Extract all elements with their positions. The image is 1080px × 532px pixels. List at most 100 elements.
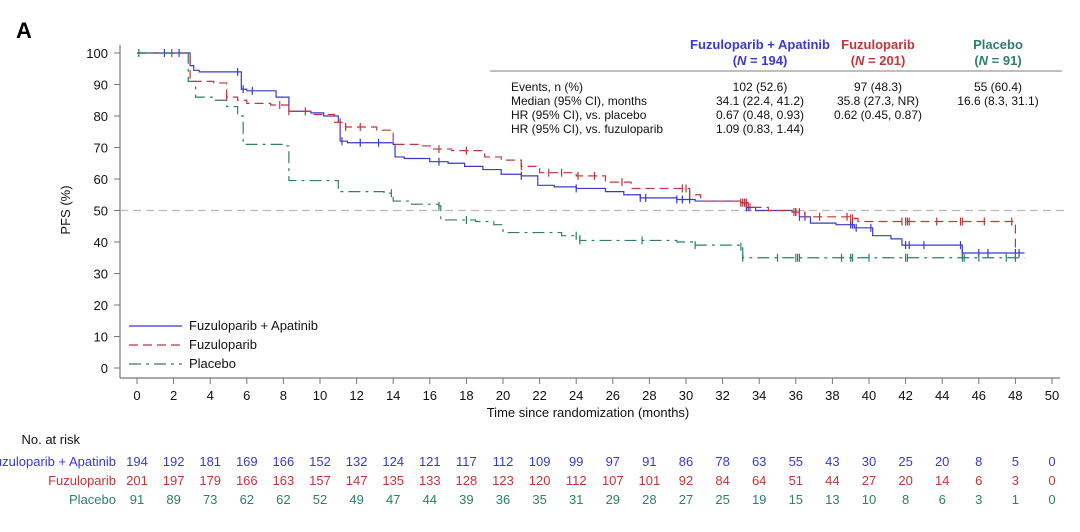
stats-cell: 102 (52.6) (733, 80, 788, 94)
x-ticks: 0 2 4 6 8 10 12 14 16 18 20 22 24 26 28 30 32 34 36 38 40 42 4… (133, 378, 1059, 403)
risk-count: 112 (493, 454, 514, 469)
risk-count: 121 (419, 454, 441, 469)
risk-count: 0 (1048, 454, 1055, 469)
y-ticks: 0 10 20 30 40 50 60 70 80 90 100 (86, 46, 120, 376)
stats-row-label: Events, n (%) (511, 80, 583, 94)
x-tick-label: 38 (825, 388, 839, 403)
risk-count: 181 (199, 454, 221, 469)
x-tick-label: 12 (349, 388, 363, 403)
stats-n-label: (N = 194) (733, 53, 788, 68)
x-tick-label: 24 (569, 388, 583, 403)
risk-row-label: Fuzuloparib + Apatinib (0, 454, 116, 469)
risk-count: 97 (606, 454, 620, 469)
risk-count: 1 (1012, 492, 1019, 507)
stats-cell: 55 (60.4) (974, 80, 1022, 94)
y-tick-label: 80 (94, 109, 108, 124)
risk-count: 14 (935, 473, 949, 488)
risk-count: 112 (566, 473, 587, 488)
stats-header-fuzuloparib: Fuzuloparib (841, 37, 915, 52)
x-tick-label: 6 (243, 388, 250, 403)
risk-count: 120 (529, 473, 551, 488)
y-tick-label: 40 (94, 235, 108, 250)
x-tick-label: 8 (280, 388, 287, 403)
risk-count: 73 (203, 492, 217, 507)
risk-count: 194 (126, 454, 148, 469)
km-series-1 (137, 49, 1016, 255)
legend-label: Fuzuloparib + Apatinib (189, 318, 318, 333)
risk-count: 39 (459, 492, 473, 507)
risk-count: 84 (715, 473, 729, 488)
risk-count: 19 (752, 492, 766, 507)
risk-count: 62 (276, 492, 290, 507)
risk-count: 6 (975, 473, 982, 488)
y-tick-label: 20 (94, 298, 108, 313)
risk-count: 62 (240, 492, 254, 507)
x-tick-label: 4 (207, 388, 214, 403)
x-tick-label: 42 (898, 388, 912, 403)
risk-count: 0 (1048, 492, 1055, 507)
x-tick-label: 36 (789, 388, 803, 403)
risk-count: 147 (346, 473, 368, 488)
stats-cell: 97 (48.3) (854, 80, 902, 94)
legend-label: Fuzuloparib (189, 337, 257, 352)
risk-count: 86 (679, 454, 693, 469)
x-tick-label: 26 (606, 388, 620, 403)
risk-count: 20 (935, 454, 949, 469)
axes (119, 45, 1060, 379)
risk-count: 20 (898, 473, 912, 488)
stats-n-label: (N = 201) (851, 53, 906, 68)
km-curve (137, 52, 1025, 254)
km-curve (137, 52, 1025, 259)
risk-table: Fuzuloparib + Apatinib 194 192 181 169 1 6 6 15 2… (0, 454, 1056, 507)
x-tick-label: 30 (679, 388, 693, 403)
risk-count: 163 (273, 473, 295, 488)
risk-count: 169 (236, 454, 258, 469)
x-tick-label: 40 (862, 388, 876, 403)
risk-count: 201 (126, 473, 148, 488)
stats-row-label: HR (95% CI), vs. placebo (511, 108, 647, 122)
risk-count: 49 (349, 492, 363, 507)
y-tick-label: 60 (94, 172, 108, 187)
y-tick-label: 100 (86, 46, 108, 61)
stats-row-label: HR (95% CI), vs. fuzuloparib (511, 122, 663, 136)
y-tick-label: 70 (94, 141, 108, 156)
risk-count: 192 (163, 454, 185, 469)
risk-count: 179 (199, 473, 221, 488)
risk-count: 99 (569, 454, 583, 469)
risk-count: 107 (602, 473, 624, 488)
risk-count: 15 (789, 492, 803, 507)
risk-count: 6 (939, 492, 946, 507)
legend: Fuzuloparib + Apatinib Fuzuloparib Placebo (129, 318, 318, 371)
risk-count: 28 (642, 492, 656, 507)
stats-header-combo: Fuzuloparib + Apatinib (690, 37, 830, 52)
stats-cell: 35.8 (27.3, NR) (837, 94, 919, 108)
stats-cell: 0.62 (0.45, 0.87) (834, 108, 922, 122)
x-tick-label: 18 (459, 388, 473, 403)
risk-count: 89 (166, 492, 180, 507)
stats-cell: 0.67 (0.48, 0.93) (716, 108, 804, 122)
x-tick-label: 32 (715, 388, 729, 403)
x-tick-label: 50 (1045, 388, 1059, 403)
risk-count: 51 (789, 473, 803, 488)
risk-count: 92 (679, 473, 693, 488)
km-curve (137, 52, 1016, 255)
y-tick-label: 90 (94, 78, 108, 93)
risk-count: 30 (862, 454, 876, 469)
risk-count: 43 (825, 454, 839, 469)
stats-row-label: Median (95% CI), months (511, 94, 647, 108)
risk-count: 55 (789, 454, 803, 469)
x-tick-label: 2 (170, 388, 177, 403)
risk-count: 123 (492, 473, 514, 488)
risk-count: 3 (975, 492, 982, 507)
risk-count: 29 (606, 492, 620, 507)
x-tick-label: 14 (386, 388, 400, 403)
risk-row-label: Placebo (69, 492, 116, 507)
risk-count: 44 (423, 492, 437, 507)
stats-n-label: (N = 91) (974, 53, 1021, 68)
km-curves (137, 49, 1025, 262)
risk-count: 197 (163, 473, 185, 488)
y-axis-title: PFS (%) (58, 185, 73, 234)
risk-count: 47 (386, 492, 400, 507)
x-tick-label: 44 (935, 388, 949, 403)
risk-count: 135 (382, 473, 404, 488)
